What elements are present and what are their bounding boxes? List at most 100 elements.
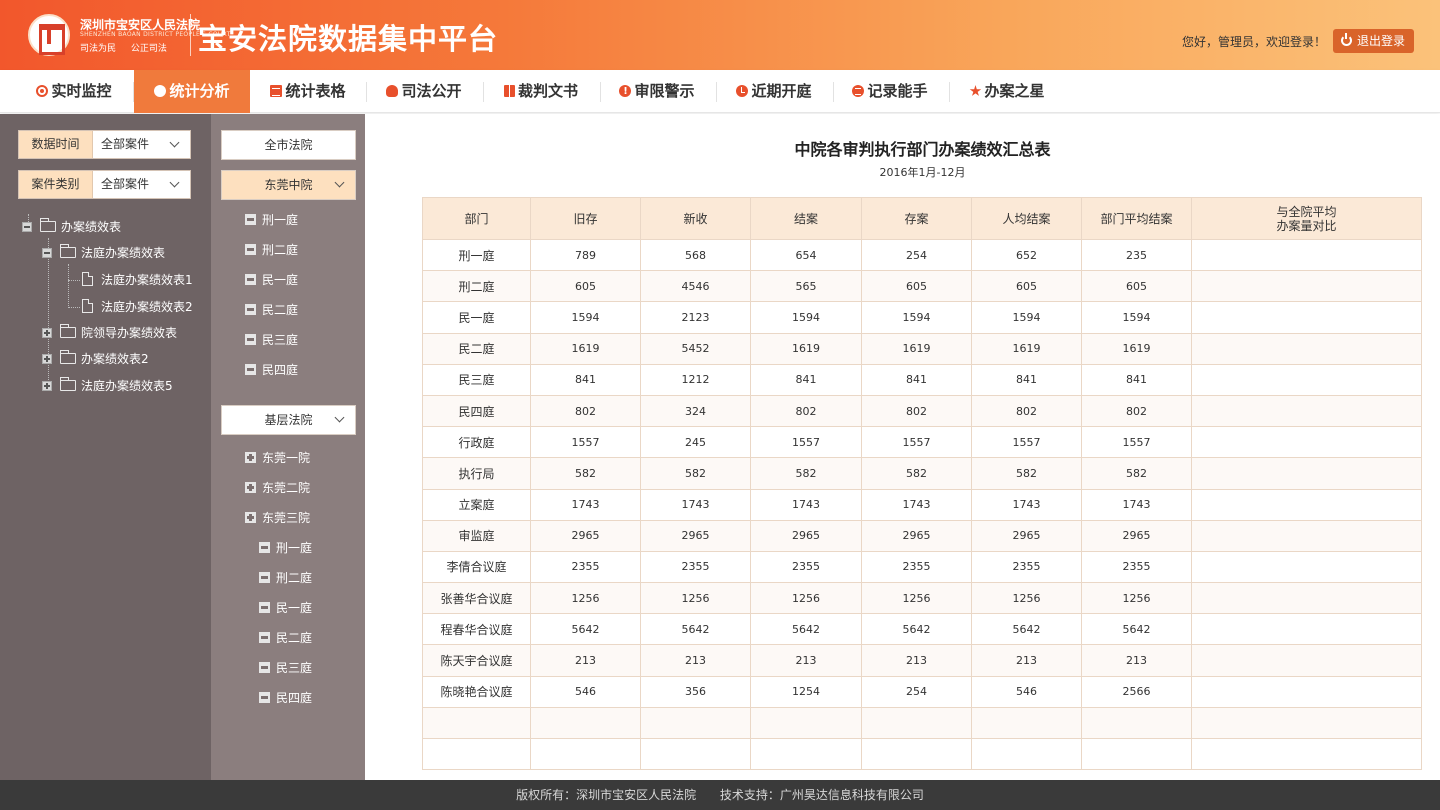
nav-separator bbox=[716, 82, 717, 102]
collapse-icon bbox=[259, 542, 270, 553]
logout-button[interactable]: 退出登录 bbox=[1333, 29, 1414, 53]
data-time-select[interactable]: 全部案件 bbox=[101, 137, 150, 151]
value-cell: 213 bbox=[640, 644, 751, 677]
folder-icon bbox=[60, 324, 76, 338]
base-sub-item[interactable]: 刑二庭 bbox=[259, 569, 312, 587]
left-sidebar: 数据时间 全部案件 案件类别 全部案件 办案绩效表 法庭办案绩效表 法庭办案绩效… bbox=[0, 114, 211, 780]
city-court-button[interactable]: 全市法院 bbox=[221, 130, 356, 160]
table-row: 民四庭 802 324 802 802 802 802 bbox=[422, 394, 1422, 428]
department-cell: 立案庭 bbox=[422, 488, 531, 521]
collapse-icon bbox=[245, 274, 256, 285]
intermediate-court-dropdown[interactable]: 东莞中院 bbox=[221, 170, 356, 200]
value-cell: 2355 bbox=[750, 550, 862, 584]
department-cell: 行政庭 bbox=[422, 426, 531, 459]
value-cell: 652 bbox=[971, 238, 1082, 272]
base-court-item[interactable]: 东莞一院 bbox=[245, 449, 310, 467]
value-cell bbox=[1191, 332, 1422, 365]
value-cell: 841 bbox=[971, 363, 1082, 396]
base-sub-item[interactable]: 刑一庭 bbox=[259, 539, 312, 557]
value-cell: 2965 bbox=[861, 519, 972, 552]
value-cell bbox=[750, 706, 862, 740]
value-cell: 802 bbox=[530, 394, 641, 428]
court-motto: 司法为民 公正司法 bbox=[80, 44, 167, 54]
value-cell: 1557 bbox=[1081, 426, 1192, 459]
value-cell bbox=[1191, 394, 1422, 428]
nav-item-statistics-table[interactable]: 统计表格 bbox=[250, 70, 366, 113]
value-cell: 2965 bbox=[750, 519, 862, 552]
item-label: 民三庭 bbox=[262, 333, 299, 347]
nav-item-case-star[interactable]: 办案之星 bbox=[949, 70, 1065, 113]
value-cell: 213 bbox=[971, 644, 1082, 677]
base-court-item[interactable]: 东莞二院 bbox=[245, 479, 310, 497]
nav-item-upcoming-hearings[interactable]: 近期开庭 bbox=[716, 70, 832, 113]
tree-connector bbox=[28, 214, 29, 224]
value-cell: 841 bbox=[530, 363, 641, 396]
value-cell bbox=[861, 706, 972, 740]
book-icon bbox=[503, 85, 515, 97]
base-sub-item[interactable]: 民一庭 bbox=[259, 599, 312, 617]
value-cell: 1212 bbox=[640, 363, 751, 396]
mid-court-item[interactable]: 民二庭 bbox=[245, 301, 298, 319]
value-cell: 2355 bbox=[530, 550, 641, 584]
table-row: 程春华合议庭 5642 5642 5642 5642 5642 5642 bbox=[422, 613, 1422, 646]
user-greeting: 您好，管理员，欢迎登录！ bbox=[1181, 35, 1326, 49]
case-type-select[interactable]: 全部案件 bbox=[101, 177, 150, 191]
value-cell bbox=[640, 706, 751, 740]
value-cell: 1557 bbox=[530, 426, 641, 459]
value-cell bbox=[1191, 238, 1422, 272]
department-cell: 民二庭 bbox=[422, 332, 531, 365]
nav-item-judicial-openness[interactable]: 司法公开 bbox=[366, 70, 482, 113]
department-cell: 陈天宇合议庭 bbox=[422, 644, 531, 677]
value-cell: 1594 bbox=[530, 301, 641, 334]
base-court-item[interactable]: 东莞三院 bbox=[245, 509, 310, 527]
value-cell: 1256 bbox=[971, 582, 1082, 615]
value-cell: 802 bbox=[861, 394, 972, 428]
value-cell: 1619 bbox=[861, 332, 972, 365]
report-period: 2016年1月-12月 bbox=[879, 166, 966, 179]
mid-court-item[interactable]: 民四庭 bbox=[245, 361, 298, 379]
tree-connector bbox=[68, 307, 80, 308]
column-header: 新收 bbox=[640, 197, 751, 240]
value-cell: 1594 bbox=[1081, 301, 1192, 334]
department-cell: 张善华合议庭 bbox=[422, 582, 531, 615]
nav-item-judgment-documents[interactable]: 裁判文书 bbox=[483, 70, 599, 113]
value-cell bbox=[971, 706, 1082, 740]
value-cell: 565 bbox=[750, 270, 862, 303]
value-cell: 1594 bbox=[971, 301, 1082, 334]
item-label: 刑一庭 bbox=[262, 213, 299, 227]
table-header-row: 部门 旧存 新收 结案 存案 人均结案 部门平均结案 与全院平均 办案量对比 bbox=[422, 197, 1422, 240]
value-cell: 1594 bbox=[861, 301, 972, 334]
value-cell: 841 bbox=[1081, 363, 1192, 396]
value-cell bbox=[530, 706, 641, 740]
base-court-dropdown[interactable]: 基层法院 bbox=[221, 405, 356, 435]
value-cell: 1619 bbox=[750, 332, 862, 365]
collapse-icon bbox=[245, 364, 256, 375]
mid-court-item[interactable]: 民三庭 bbox=[245, 331, 298, 349]
column-header: 人均结案 bbox=[971, 197, 1082, 240]
nav-item-record-master[interactable]: 记录能手 bbox=[832, 70, 948, 113]
value-cell bbox=[1191, 644, 1422, 677]
nav-item-statistics-analysis[interactable]: 统计分析 bbox=[134, 70, 250, 113]
base-sub-item[interactable]: 民三庭 bbox=[259, 659, 312, 677]
chevron-down-icon[interactable] bbox=[169, 137, 180, 148]
base-sub-item[interactable]: 民二庭 bbox=[259, 629, 312, 647]
department-cell: 执行局 bbox=[422, 457, 531, 490]
nav-item-realtime-monitor[interactable]: 实时监控 bbox=[16, 70, 132, 113]
collapse-icon[interactable] bbox=[22, 222, 32, 232]
expand-icon[interactable] bbox=[42, 354, 52, 364]
expand-icon[interactable] bbox=[42, 328, 52, 338]
nav-item-deadline-warning[interactable]: 审限警示 bbox=[599, 70, 715, 113]
value-cell: 1256 bbox=[640, 582, 751, 615]
base-sub-item[interactable]: 民四庭 bbox=[259, 689, 312, 707]
expand-icon[interactable] bbox=[42, 381, 52, 391]
header-divider bbox=[190, 14, 191, 56]
mid-court-item[interactable]: 刑一庭 bbox=[245, 211, 298, 229]
star-icon bbox=[969, 85, 982, 96]
mid-court-item[interactable]: 民一庭 bbox=[245, 271, 298, 289]
collapse-icon[interactable] bbox=[42, 248, 52, 258]
nav-label: 统计分析 bbox=[169, 82, 230, 100]
value-cell: 4546 bbox=[640, 270, 751, 303]
chevron-down-icon[interactable] bbox=[169, 177, 180, 188]
pie-chart-icon bbox=[154, 85, 167, 97]
mid-court-item[interactable]: 刑二庭 bbox=[245, 241, 298, 259]
